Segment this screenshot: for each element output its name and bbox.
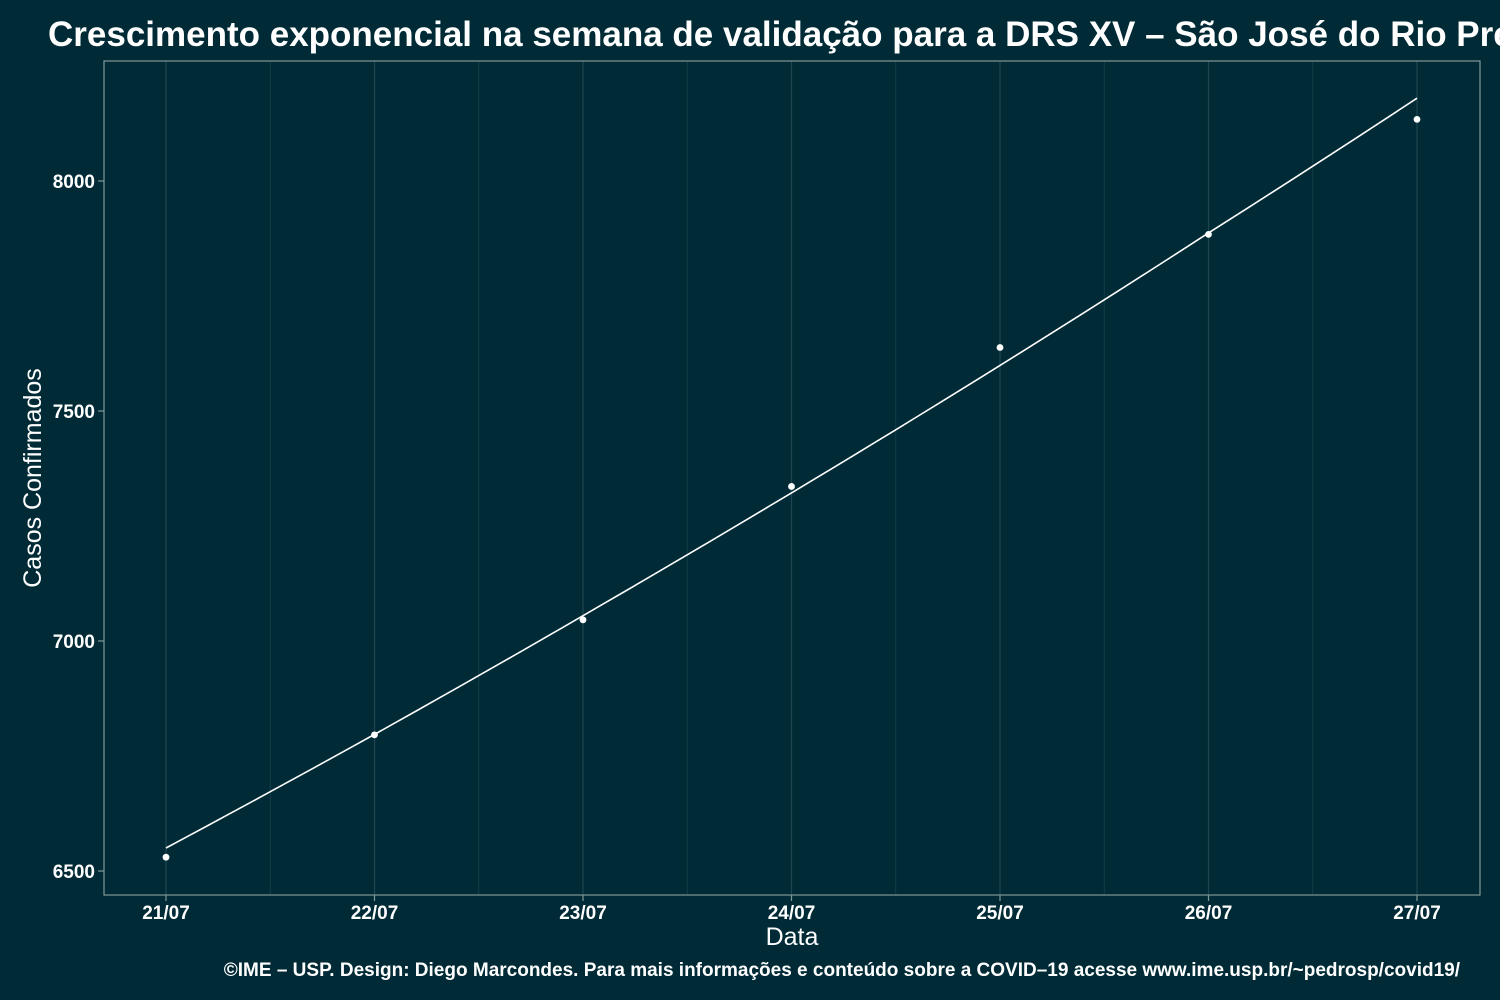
grid bbox=[165, 61, 1418, 895]
data-point bbox=[996, 344, 1004, 351]
data-point bbox=[162, 853, 170, 861]
x-tick-label: 25/07 bbox=[976, 903, 1024, 924]
x-tick-label: 22/07 bbox=[351, 903, 399, 924]
data-point bbox=[371, 731, 378, 739]
data-point bbox=[788, 483, 795, 490]
chart-title: Crescimento exponencial na semana de val… bbox=[48, 15, 1500, 54]
x-tick-label: 24/07 bbox=[768, 903, 816, 924]
x-tick-label: 23/07 bbox=[559, 903, 607, 924]
y-axis: 6500 7000 7500 8000 bbox=[53, 172, 104, 883]
x-axis: 21/07 22/07 23/07 24/07 25/07 26/07 27/07 bbox=[142, 895, 1441, 924]
data-point bbox=[1413, 115, 1421, 123]
y-tick-label: 8000 bbox=[53, 172, 95, 193]
x-tick-label: 27/07 bbox=[1393, 903, 1441, 924]
y-tick-label: 7000 bbox=[53, 632, 95, 653]
caption: ©IME – USP. Design: Diego Marcondes. Par… bbox=[224, 960, 1461, 981]
data-points bbox=[162, 115, 1421, 861]
x-tick-label: 26/07 bbox=[1185, 903, 1233, 924]
x-axis-title: Data bbox=[766, 923, 819, 951]
y-tick-label: 6500 bbox=[53, 862, 95, 883]
y-axis-title: Casos Confirmados bbox=[19, 368, 47, 588]
data-point bbox=[579, 616, 587, 624]
x-tick-label: 21/07 bbox=[142, 903, 190, 924]
y-tick-label: 7500 bbox=[53, 402, 95, 423]
data-point bbox=[1205, 230, 1212, 238]
